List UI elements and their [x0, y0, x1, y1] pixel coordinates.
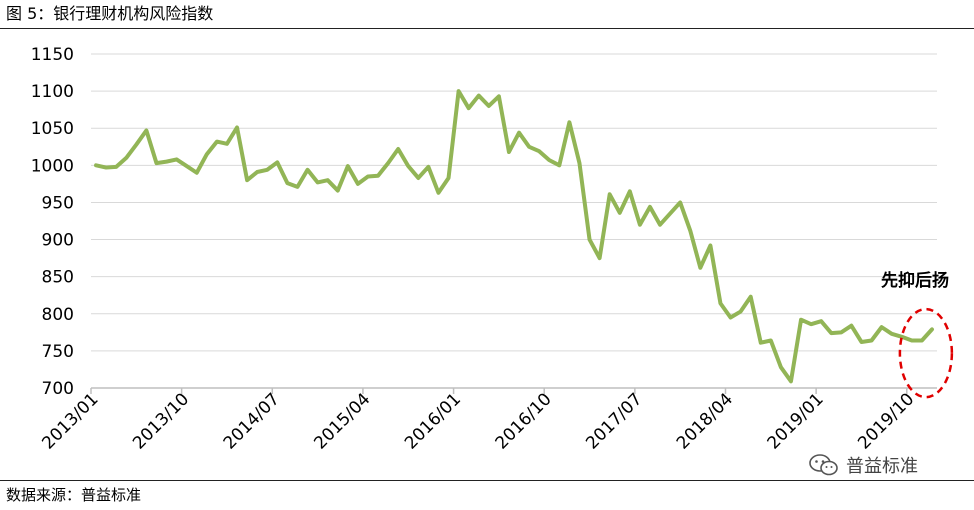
- highlight-ellipse: [898, 307, 954, 399]
- y-tick-label: 1050: [31, 119, 74, 139]
- y-tick-label: 1150: [31, 45, 74, 65]
- y-tick-label: 700: [42, 379, 74, 399]
- wechat-icon: [809, 454, 838, 476]
- figure-title: 图 5：银行理财机构风险指数: [6, 4, 214, 23]
- y-tick-label: 850: [42, 268, 74, 288]
- bottom-rule: [0, 480, 974, 481]
- x-tick-label: 2014/07: [220, 389, 284, 453]
- x-tick-label: 2013/10: [129, 389, 193, 453]
- x-tick-label: 2016/01: [401, 389, 465, 453]
- x-tick-label: 2018/04: [673, 389, 737, 453]
- x-tick-label: 2013/01: [38, 389, 102, 453]
- top-rule: [0, 28, 974, 29]
- y-tick-label: 1100: [31, 82, 74, 102]
- watermark: 普益标准: [808, 452, 918, 478]
- y-tick-label: 950: [42, 193, 74, 213]
- x-tick-label: 2015/04: [310, 389, 374, 453]
- line-chart: 700 750 800 850 900 950 1000 1050 1100 1150 2013/0…: [31, 45, 954, 453]
- y-tick-label: 1000: [31, 156, 74, 176]
- annotation-text: 先抑后扬: [881, 270, 949, 291]
- x-tick-label: 2019/01: [764, 389, 828, 453]
- x-tick-label: 2017/07: [582, 389, 646, 453]
- x-tick-label: 2016/10: [492, 389, 556, 453]
- watermark-text: 普益标准: [846, 456, 918, 477]
- source-note: 数据来源：普益标准: [6, 486, 142, 504]
- y-tick-label: 800: [42, 305, 74, 325]
- y-tick-label: 900: [42, 231, 74, 251]
- y-tick-label: 750: [42, 342, 74, 362]
- x-tick-label: 2019/10: [854, 389, 918, 453]
- series-line: [94, 89, 934, 384]
